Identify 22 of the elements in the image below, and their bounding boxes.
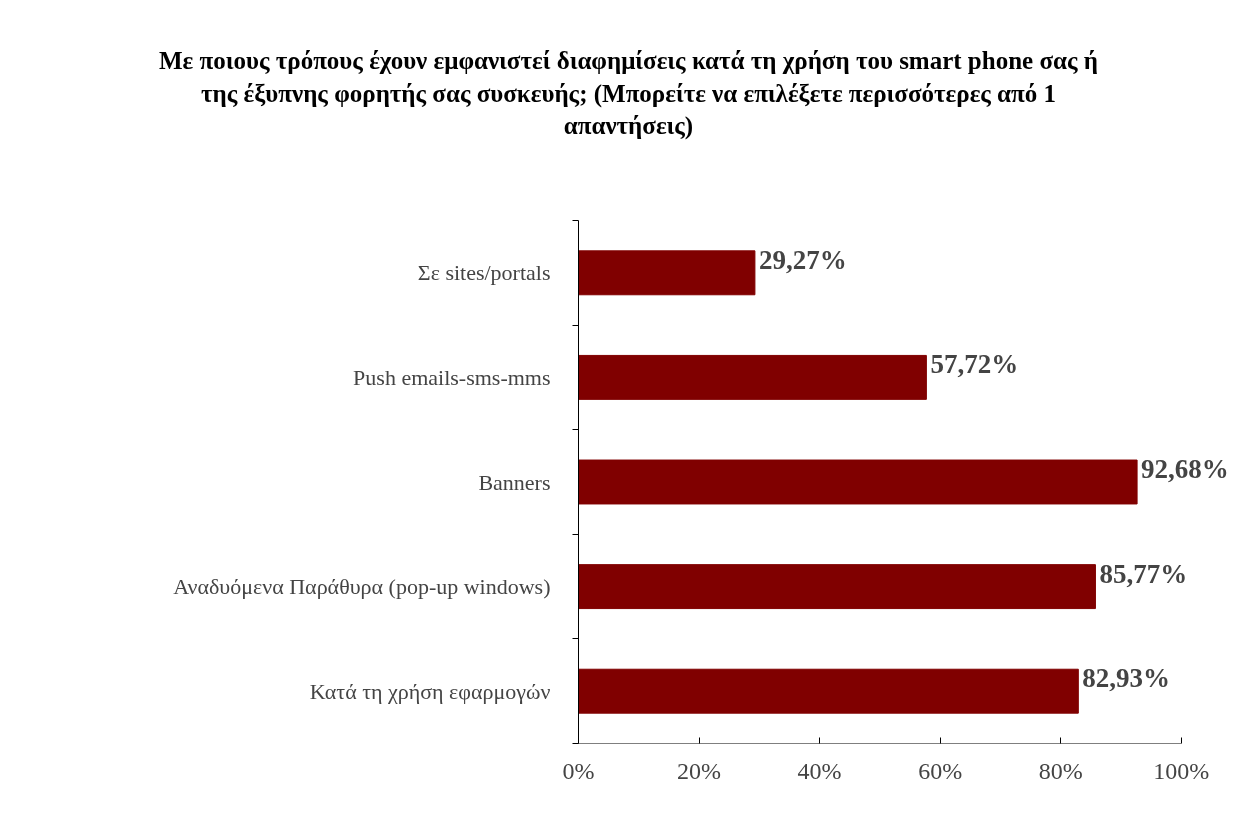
data-label: 57,72%: [930, 349, 1019, 380]
data-label: 92,68%: [1141, 454, 1229, 484]
y-tick-label: Push emails-sms-mms: [353, 364, 551, 390]
bar: [578, 459, 1138, 505]
data-label: 29,27%: [758, 244, 847, 275]
x-tick-label: 40%: [797, 757, 842, 784]
bar: [578, 354, 927, 400]
bar: [578, 250, 756, 296]
bar: [578, 668, 1079, 714]
chart-title: Με ποιους τρόπους έχουν εμφανιστεί διαφημίσεις κατά τη χρήση του smart phone σας ή της έξυπνης φορητής σας συσκευής; (Μπορείτε να επιλέξετε περισσότερες από 1 απαντήσεις): [158, 46, 1099, 141]
x-tick-label: 20%: [677, 757, 722, 784]
y-tick-label: Σε sites/portals: [417, 260, 551, 286]
y-tick-label: Κατά τη χρήση εφαρμογών: [309, 678, 551, 704]
data-label: 82,93%: [1082, 663, 1171, 694]
x-tick-label: 100%: [1153, 757, 1210, 784]
x-tick-label: 0%: [562, 757, 595, 784]
x-tick-label: 80%: [1038, 757, 1083, 784]
y-tick-label: Αναδυόμενα Παράθυρα (pop-up windows): [173, 574, 551, 600]
bar: [578, 564, 1096, 610]
x-tick-label: 60%: [918, 757, 963, 784]
data-label: 85,77%: [1099, 558, 1188, 589]
y-tick-label: Banners: [478, 469, 551, 495]
